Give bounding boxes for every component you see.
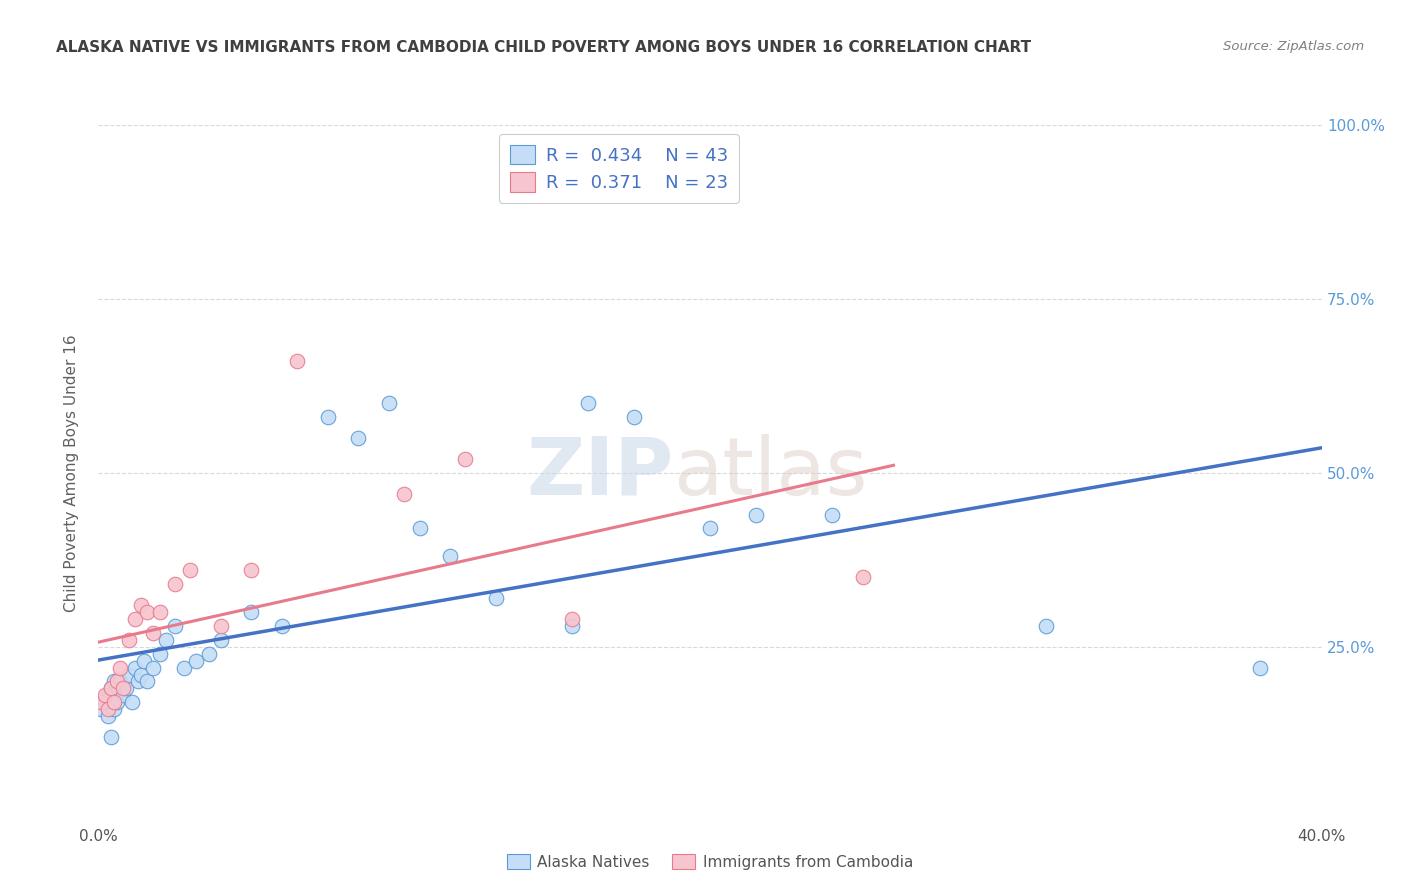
Point (142, 660, 165, 674)
Point (127, 674, 149, 689)
Point (179, 563, 201, 577)
Point (97, 689, 120, 703)
Point (576, 396, 599, 410)
Point (209, 619, 232, 633)
Point (93, 695, 115, 709)
Point (124, 660, 146, 674)
Point (124, 612, 146, 626)
Point (149, 647, 172, 661)
Point (347, 431, 370, 445)
Point (197, 647, 219, 661)
Point (392, 486, 416, 500)
Point (285, 354, 308, 368)
Point (485, 591, 508, 605)
Point (155, 632, 177, 647)
Point (316, 410, 339, 425)
Point (173, 660, 195, 674)
Point (108, 660, 131, 674)
Point (134, 654, 156, 668)
Y-axis label: Child Poverty Among Boys Under 16: Child Poverty Among Boys Under 16 (65, 334, 79, 612)
Point (129, 598, 152, 612)
Point (90, 702, 112, 716)
Point (439, 549, 461, 564)
Point (97, 709, 120, 723)
Point (745, 508, 768, 522)
Point (93, 689, 115, 703)
Point (561, 612, 583, 626)
Point (142, 625, 165, 640)
Point (1249, 660, 1271, 674)
Point (100, 730, 122, 744)
Point (821, 508, 844, 522)
Text: atlas: atlas (673, 434, 868, 512)
Text: Source: ZipAtlas.com: Source: ZipAtlas.com (1223, 40, 1364, 54)
Point (97, 702, 120, 716)
Point (1035, 619, 1057, 633)
Point (378, 396, 401, 410)
Point (103, 702, 125, 716)
Point (454, 451, 477, 466)
Point (240, 605, 263, 619)
Point (111, 681, 134, 696)
Point (105, 674, 128, 689)
Point (699, 521, 721, 535)
Point (136, 674, 159, 689)
Point (111, 689, 134, 703)
Point (270, 619, 292, 633)
Point (240, 563, 263, 577)
Point (115, 681, 138, 696)
Point (186, 654, 208, 668)
Point (136, 605, 159, 619)
Point (90, 695, 112, 709)
Point (118, 667, 141, 681)
Legend: Alaska Natives, Immigrants from Cambodia: Alaska Natives, Immigrants from Cambodia (501, 847, 920, 876)
Point (100, 681, 122, 696)
Point (103, 695, 125, 709)
Point (100, 681, 122, 696)
Point (121, 695, 143, 709)
Point (852, 570, 875, 584)
Point (163, 577, 186, 591)
Point (561, 619, 583, 633)
Point (623, 410, 645, 425)
Point (129, 667, 152, 681)
Point (105, 695, 128, 709)
Text: ZIP: ZIP (526, 434, 673, 512)
Point (103, 674, 125, 689)
Point (108, 674, 131, 689)
Text: ALASKA NATIVE VS IMMIGRANTS FROM CAMBODIA CHILD POVERTY AMONG BOYS UNDER 16 CORR: ALASKA NATIVE VS IMMIGRANTS FROM CAMBODI… (56, 40, 1032, 55)
Point (408, 521, 430, 535)
Point (149, 605, 172, 619)
Point (209, 632, 232, 647)
Point (163, 619, 186, 633)
Point (118, 632, 141, 647)
